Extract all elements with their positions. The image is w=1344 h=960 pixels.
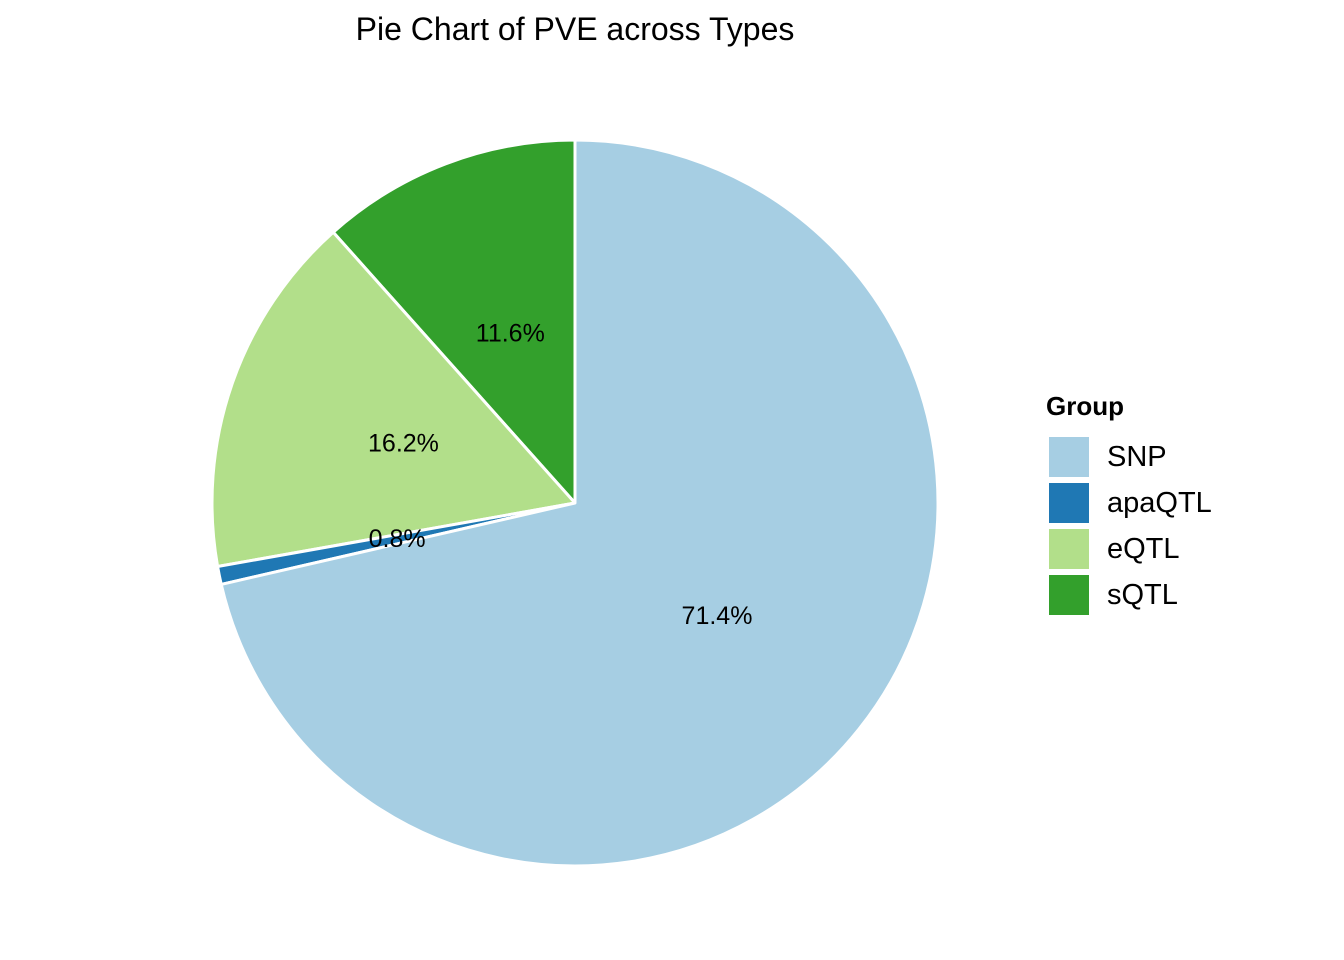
legend-label-sqtl: sQTL [1107,579,1178,611]
pie-slice-labels: 11.6% 16.2% 0.8% 71.4% [368,319,752,630]
legend-swatch-snp [1047,435,1091,479]
pie-slice-snp [219,138,940,868]
pie-slice-eqtl [210,230,577,569]
legend-title: Group [1046,391,1124,421]
pie-slice-sqtl [331,138,577,505]
chart-title: Pie Chart of PVE across Types [356,11,795,47]
legend-swatch-eqtl [1047,527,1091,571]
pie-label-sqtl: 11.6% [476,319,545,347]
pie-slices [210,138,940,868]
legend-items: SNP apaQTL eQTL sQTL [1047,435,1212,617]
pie-label-snp: 71.4% [682,602,753,630]
pie-label-eqtl: 16.2% [368,430,439,458]
legend-swatch-sqtl [1047,573,1091,617]
legend-label-apaqtl: apaQTL [1107,487,1212,519]
pie-label-apaqtl: 0.8% [369,525,426,553]
legend-swatch-apaqtl [1047,481,1091,525]
legend-label-eqtl: eQTL [1107,533,1180,565]
legend: Group SNP apaQTL eQTL sQTL [1046,391,1212,617]
legend-label-snp: SNP [1107,441,1167,473]
